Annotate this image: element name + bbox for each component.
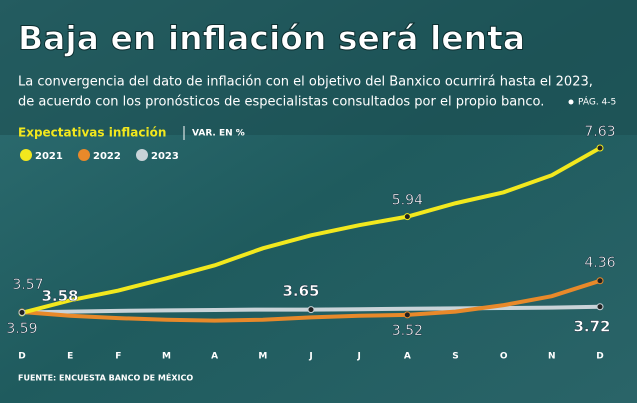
data-label: 3.65 <box>282 282 319 300</box>
subtitle: de acuerdo con los pronósticos de especi… <box>18 95 544 110</box>
chart: Baja en inflación será lenta La converge… <box>0 0 637 403</box>
page-ref: PÁG. 4-5 <box>578 96 616 108</box>
legend-label: 2022 <box>93 151 121 162</box>
x-tick-label: M <box>162 352 171 362</box>
x-tick-label: D <box>596 352 603 362</box>
x-tick-label: A <box>404 352 411 362</box>
data-label: 3.58 <box>41 287 78 305</box>
legend-label: 2021 <box>35 151 63 162</box>
x-tick-label: J <box>308 352 312 362</box>
data-label: 3.72 <box>573 317 610 335</box>
point <box>404 214 410 220</box>
bullet <box>569 100 574 105</box>
data-label: 4.36 <box>584 255 615 271</box>
source: FUENTE: ENCUESTA BANCO DE MÉXICO <box>18 372 193 383</box>
x-tick-label: E <box>67 352 73 362</box>
data-label: 5.94 <box>392 193 423 209</box>
x-tick-label: M <box>258 352 267 362</box>
x-tick-label: N <box>548 352 556 362</box>
x-tick-label: F <box>115 352 121 362</box>
point <box>597 278 603 284</box>
x-tick-label: A <box>211 352 218 362</box>
point <box>404 312 410 318</box>
subtitle: La convergencia del dato de inflación co… <box>18 75 593 90</box>
data-label: 3.57 <box>12 277 43 293</box>
legend-swatch <box>78 149 90 161</box>
point <box>597 304 603 310</box>
x-tick-label: J <box>356 352 360 362</box>
data-label: 3.52 <box>392 323 423 339</box>
point <box>308 307 314 313</box>
x-tick-label: D <box>18 352 25 362</box>
legend-swatch <box>136 149 148 161</box>
legend-swatch <box>20 149 32 161</box>
point <box>597 145 603 151</box>
point <box>19 309 25 315</box>
data-label: 7.63 <box>584 124 615 140</box>
page: {"chart_data": {"type": "line", "title":… <box>0 0 637 403</box>
unit-label: VAR. EN % <box>192 129 245 139</box>
chart-title: Baja en inflación será lenta <box>18 19 525 58</box>
x-tick-label: S <box>452 352 458 362</box>
x-tick-label: O <box>500 352 508 362</box>
data-label: 3.59 <box>6 321 37 337</box>
legend-label: 2023 <box>151 151 179 162</box>
chart-label: Expectativas inflación <box>18 126 166 140</box>
